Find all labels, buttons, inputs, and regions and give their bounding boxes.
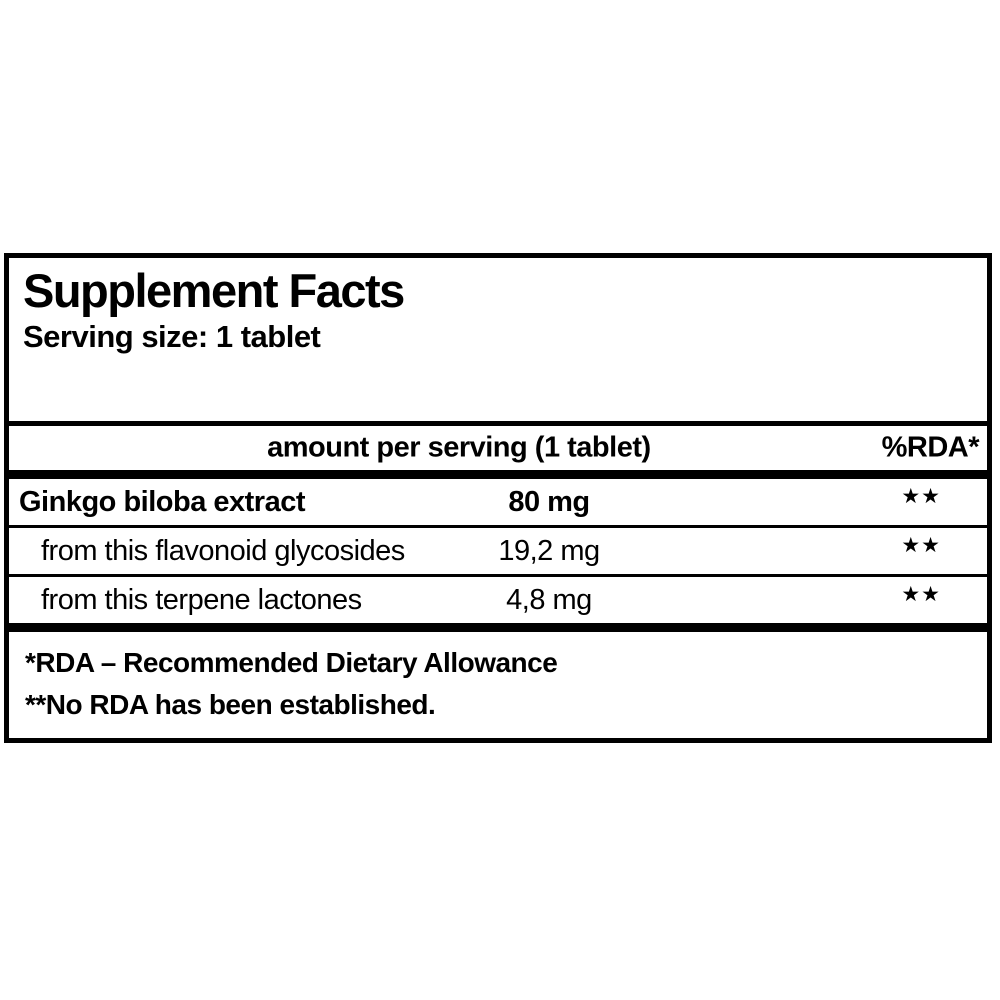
rda-stars-icon: ★★: [901, 582, 941, 606]
ingredient-name: from this terpene lactones: [41, 583, 362, 616]
title-block: Supplement Facts Serving size: 1 tablet: [9, 258, 987, 421]
table-header-row: amount per serving (1 tablet) %RDA*: [9, 421, 987, 479]
rda-footnote: *RDA – Recommended Dietary Allowance: [25, 647, 558, 678]
panel-title: Supplement Facts: [23, 264, 405, 317]
rda-column-header: %RDA*: [881, 431, 980, 464]
no-rda-footnote: **No RDA has been established.: [25, 689, 436, 720]
ingredient-amount: 19,2 mg: [498, 534, 600, 567]
serving-size-text: Serving size: 1 tablet: [23, 318, 321, 354]
ingredient-name: from this flavonoid glycosides: [41, 534, 405, 567]
footnotes-block: *RDA – Recommended Dietary Allowance **N…: [9, 632, 987, 726]
supplement-facts-panel: Supplement Facts Serving size: 1 tablet …: [4, 253, 992, 743]
amount-per-serving-header: amount per serving (1 tablet): [267, 431, 651, 464]
table-row: Ginkgo biloba extract 80 mg ★★: [9, 479, 987, 528]
rda-stars-icon: ★★: [901, 484, 941, 508]
ingredient-name: Ginkgo biloba extract: [19, 485, 306, 518]
table-row: from this flavonoid glycosides 19,2 mg ★…: [9, 528, 987, 577]
table-row: from this terpene lactones 4,8 mg ★★: [9, 577, 987, 632]
ingredient-amount: 80 mg: [508, 485, 590, 518]
ingredient-amount: 4,8 mg: [506, 583, 592, 616]
rda-stars-icon: ★★: [901, 533, 941, 557]
